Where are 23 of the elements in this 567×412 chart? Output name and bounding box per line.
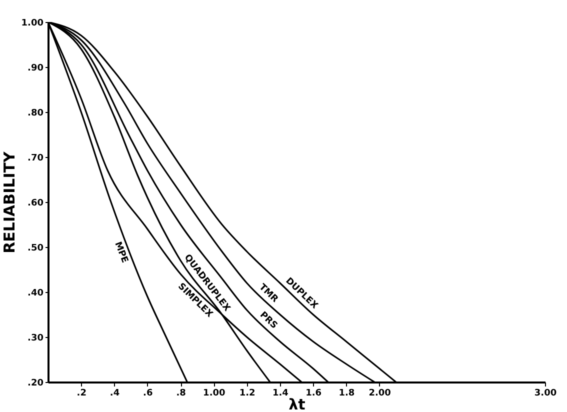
y-tick-label: .90	[28, 64, 44, 74]
y-tick-label: .40	[28, 288, 44, 298]
y-tick-label: 1.00	[21, 18, 44, 28]
x-tick-label: 1.8	[338, 388, 355, 398]
x-tick-label: 1.2	[239, 388, 256, 398]
x-tick-label: .8	[176, 388, 186, 398]
x-tick-label: 2.00	[368, 388, 391, 398]
y-tick-label: .60	[28, 198, 44, 208]
x-tick-label: 1.00	[203, 388, 226, 398]
y-tick-label: .30	[28, 334, 44, 344]
x-tick-label: 3.00	[534, 388, 557, 398]
x-tick-label: .6	[143, 388, 153, 398]
x-axis-title: λt	[288, 396, 306, 412]
y-tick-label: .50	[28, 244, 44, 254]
x-tick-label: .4	[110, 388, 120, 398]
y-tick-label: .80	[28, 108, 44, 118]
x-tick-label: 1.6	[306, 388, 322, 398]
y-axis-title: RELIABILITY	[0, 150, 18, 254]
x-tick-label: .2	[76, 388, 86, 398]
x-tick-label: 1.4	[272, 388, 288, 398]
text: MPE	[112, 240, 130, 264]
y-tick-label: .70	[28, 154, 44, 164]
y-tick-label: .20	[28, 378, 44, 388]
